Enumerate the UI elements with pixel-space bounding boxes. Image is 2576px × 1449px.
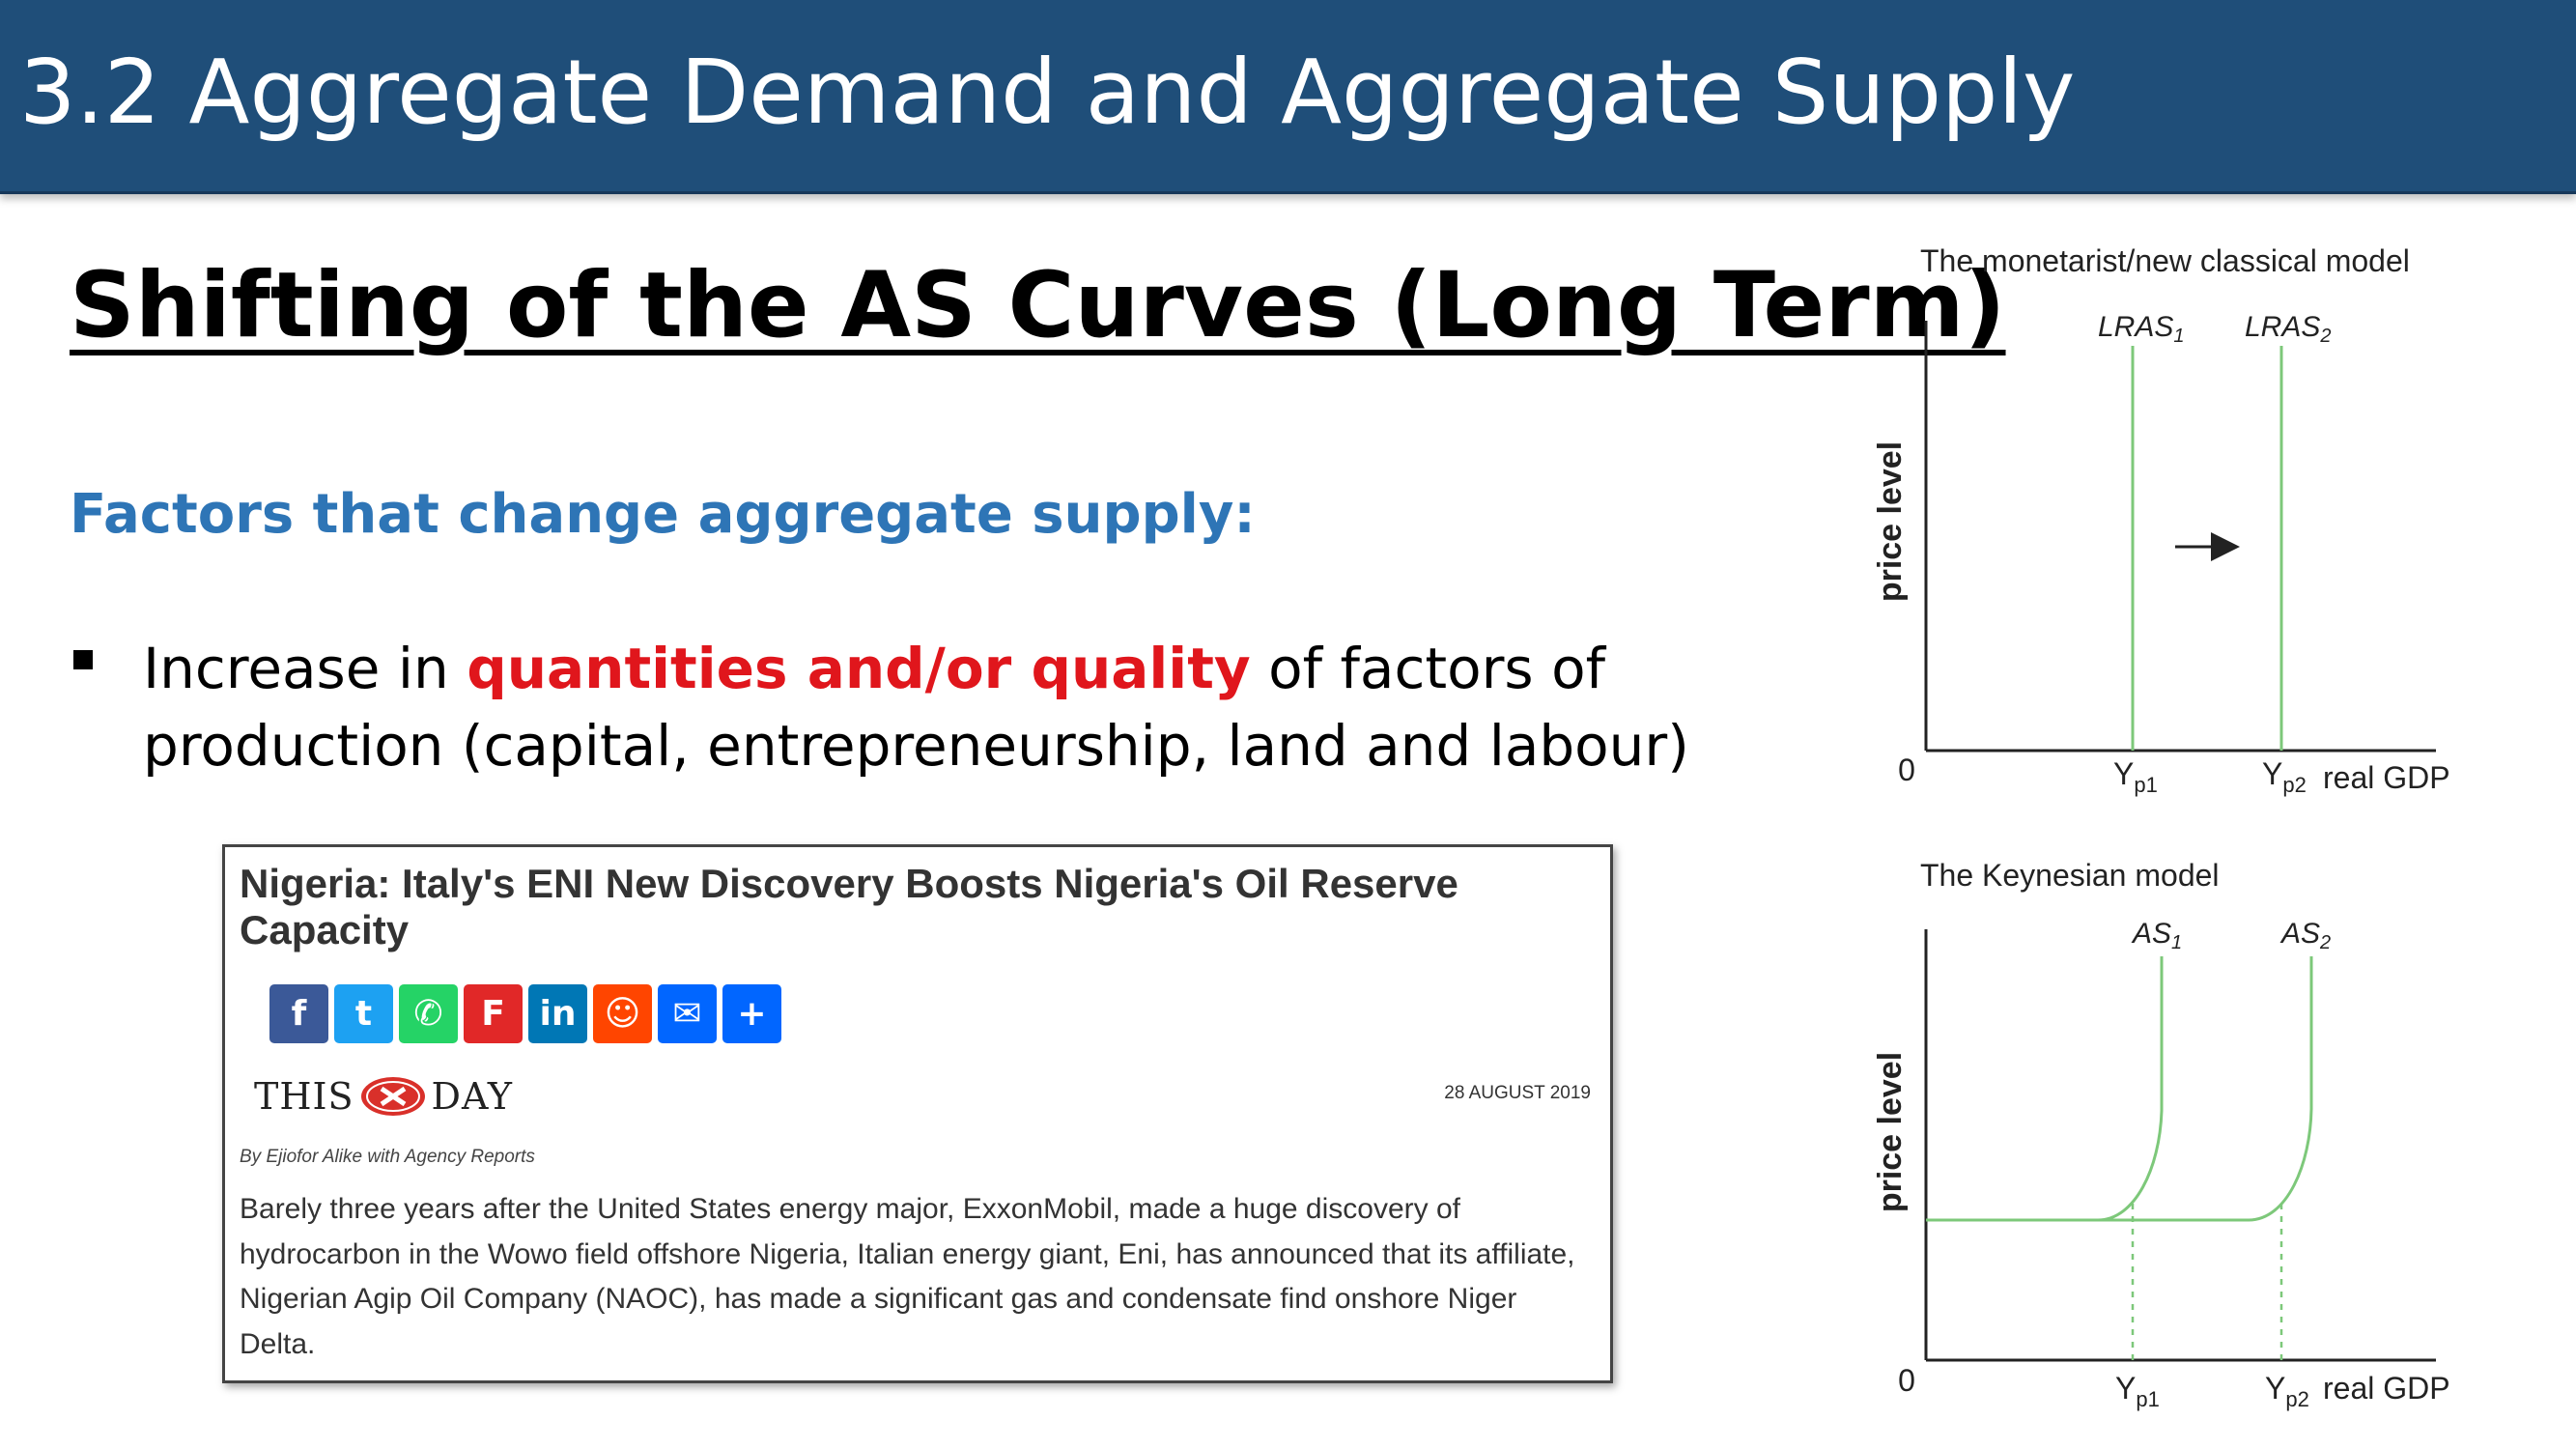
news-byline: By Ejiofor Alike with Agency Reports: [240, 1147, 535, 1167]
logo-text-left: THIS: [254, 1075, 354, 1118]
as1-label: AS1: [2131, 918, 2182, 953]
reddit-icon[interactable]: ☺: [593, 984, 652, 1043]
share-more-icon[interactable]: +: [722, 984, 781, 1043]
bullet-square-icon: [73, 650, 93, 669]
section-subheading: Factors that change aggregate supply:: [70, 483, 1256, 546]
linkedin-icon[interactable]: in: [528, 984, 587, 1043]
logo-seal-icon: [360, 1077, 425, 1116]
title-bar: 3.2 Aggregate Demand and Aggregate Suppl…: [0, 0, 2576, 194]
keynesian-title: The Keynesian model: [1920, 858, 2220, 893]
bullet-text-pre: Increase in: [143, 636, 467, 701]
as2-curve: [2098, 956, 2313, 1222]
monetarist-origin: 0: [1898, 753, 1915, 787]
keynesian-x-label: real GDP: [2323, 1371, 2450, 1406]
keynesian-diagram: The Keynesian model price level 0 AS1 AS…: [1872, 858, 2450, 1411]
keynesian-yp2-label: Yp2: [2265, 1371, 2309, 1411]
slide-title: 3.2 Aggregate Demand and Aggregate Suppl…: [19, 41, 2076, 144]
monetarist-title: The monetarist/new classical model: [1920, 243, 2410, 278]
monetarist-x-label: real GDP: [2323, 760, 2450, 795]
facebook-icon[interactable]: f: [269, 984, 328, 1043]
logo-text-right: DAY: [431, 1075, 513, 1118]
flipboard-icon[interactable]: F: [464, 984, 523, 1043]
as2-label: AS2: [2279, 918, 2331, 953]
keynesian-yp1-label: Yp1: [2115, 1371, 2160, 1411]
news-date: 28 AUGUST 2019: [1444, 1083, 1591, 1103]
bullet-point: Increase in quantities and/or quality of…: [143, 630, 1785, 784]
slide-heading: Shifting of the AS Curves (Long Term): [70, 253, 2006, 358]
monetarist-diagram: The monetarist/new classical model price…: [1872, 243, 2450, 797]
news-article-card: Nigeria: Italy's ENI New Discovery Boost…: [222, 844, 1613, 1383]
thisday-logo: THIS DAY: [254, 1075, 513, 1118]
twitter-icon[interactable]: t: [334, 984, 393, 1043]
news-body: Barely three years after the United Stat…: [240, 1193, 1575, 1360]
keynesian-origin: 0: [1898, 1363, 1915, 1398]
keynesian-y-label: price level: [1872, 1052, 1909, 1212]
whatsapp-icon[interactable]: ✆: [399, 984, 458, 1043]
news-headline[interactable]: Nigeria: Italy's ENI New Discovery Boost…: [240, 861, 1458, 952]
as1-curve: [1926, 956, 2164, 1222]
bullet-text-post: of factors of production (capital, entre…: [143, 636, 1689, 779]
monetarist-yp1-label: Yp1: [2113, 756, 2158, 797]
lras1-label: LRAS1: [2098, 311, 2185, 347]
lras2-label: LRAS2: [2245, 311, 2332, 347]
email-icon[interactable]: ✉: [658, 984, 717, 1043]
bullet-highlight: quantities and/or quality: [467, 636, 1251, 701]
monetarist-y-label: price level: [1872, 441, 1909, 602]
monetarist-yp2-label: Yp2: [2262, 756, 2307, 797]
